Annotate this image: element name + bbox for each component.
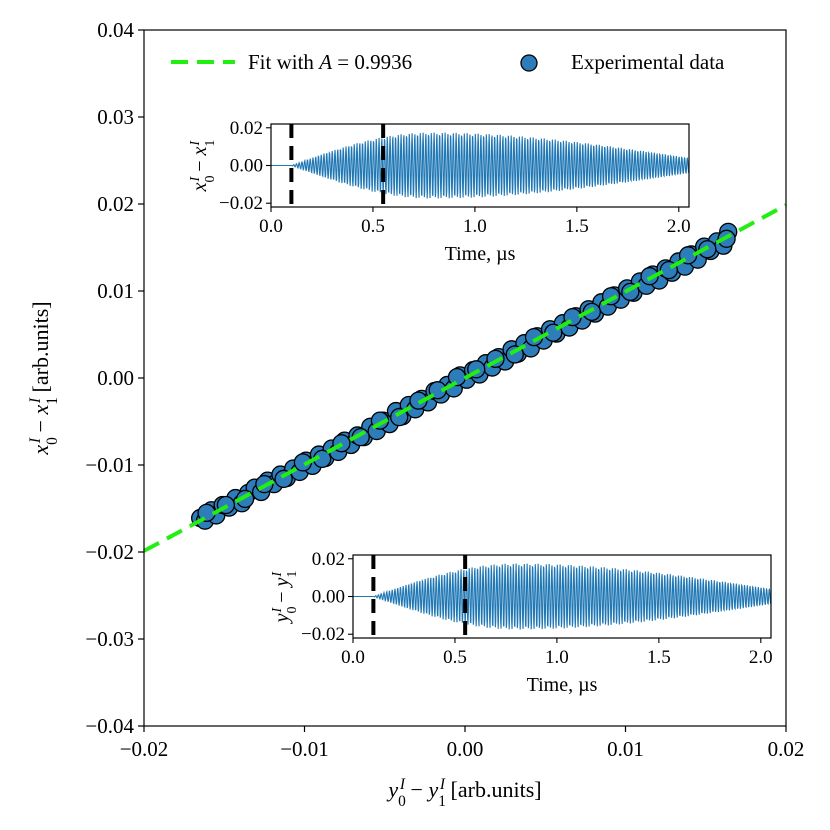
inset-bottom-y-axis-label: y0I − y1I [270,571,300,625]
legend-data-label: Experimental data [571,50,725,74]
main-data-layer [143,203,787,553]
inset-top-x-tick-label: 1.0 [463,216,487,237]
inset-bottom-x-axis-label: Time, µs [527,674,598,696]
inset-top-x-tick-label: 0.5 [361,216,385,237]
main-x-tick-label: −0.01 [280,737,329,761]
inset-top-x-tick-label: 1.5 [565,216,589,237]
inset-bottom-y-tick-label: −0.02 [301,624,345,645]
main-x-tick-label: 0.00 [447,737,484,761]
legend: Fit with A = 0.9936 Experimental data [171,50,725,74]
main-y-tick-label: 0.03 [97,105,134,129]
main-y-ticks: −0.04 −0.03 −0.02 −0.01 0.00 0.01 0.02 0.03 0.04 [85,18,144,738]
main-y-tick-label: −0.04 [85,714,134,738]
inset-bottom-x-tick-label: 2.0 [749,647,773,668]
main-y-tick-label: 0.02 [97,192,134,216]
inset-top-y-tick-label: 0.02 [230,118,263,139]
main-x-tick-label: 0.02 [768,737,805,761]
inset-top-y-axis-label: x0I − x1I [188,140,218,193]
inset-bottom-x-tick-label: 0.0 [341,647,365,668]
legend-fit-variable: A [317,50,332,74]
inset-bottom-x-tick-label: 1.0 [545,647,569,668]
main-x-axis-label: y0I − y1I [arb.units] [386,776,541,810]
main-y-axis-label: x0I − x1I [arb.units] [27,301,61,455]
legend-fit-label: Fit with A = 0.9936 [248,50,412,74]
fit-line [143,203,787,553]
inset-top-y-tick-label: 0.00 [230,156,263,177]
inset-top-plot: 0.0 0.5 1.0 1.5 2.0 −0.02 0.00 0.02 Time, µs x0I … [188,118,691,265]
inset-bottom-signal-line [353,563,772,630]
inset-bottom-x-tick-label: 1.5 [647,647,671,668]
main-x-tick-label: 0.01 [607,737,644,761]
main-y-tick-label: 0.01 [97,279,134,303]
inset-top-signal-line [271,132,690,199]
inset-bottom-plot: 0.0 0.5 1.0 1.5 2.0 −0.02 0.00 0.02 Time, µs y0I … [270,549,773,696]
main-x-ticks: −0.02 −0.01 0.00 0.01 0.02 [120,726,805,761]
inset-top-x-tick-label: 0.0 [259,216,283,237]
data-point [447,367,467,387]
inset-top-x-tick-label: 2.0 [667,216,691,237]
inset-bottom-y-tick-label: 0.00 [312,587,345,608]
main-y-tick-label: 0.00 [97,366,134,390]
legend-data-marker [520,54,538,72]
inset-top-y-tick-label: −0.02 [219,193,263,214]
inset-bottom-x-tick-label: 0.5 [443,647,467,668]
main-y-tick-label: −0.02 [85,540,134,564]
main-y-tick-label: −0.03 [85,627,134,651]
inset-bottom-y-tick-label: 0.02 [312,549,345,570]
main-x-tick-label: −0.02 [120,737,169,761]
main-y-tick-label: 0.04 [97,18,134,42]
main-y-tick-label: −0.01 [85,453,134,477]
inset-top-x-axis-label: Time, µs [445,243,516,265]
